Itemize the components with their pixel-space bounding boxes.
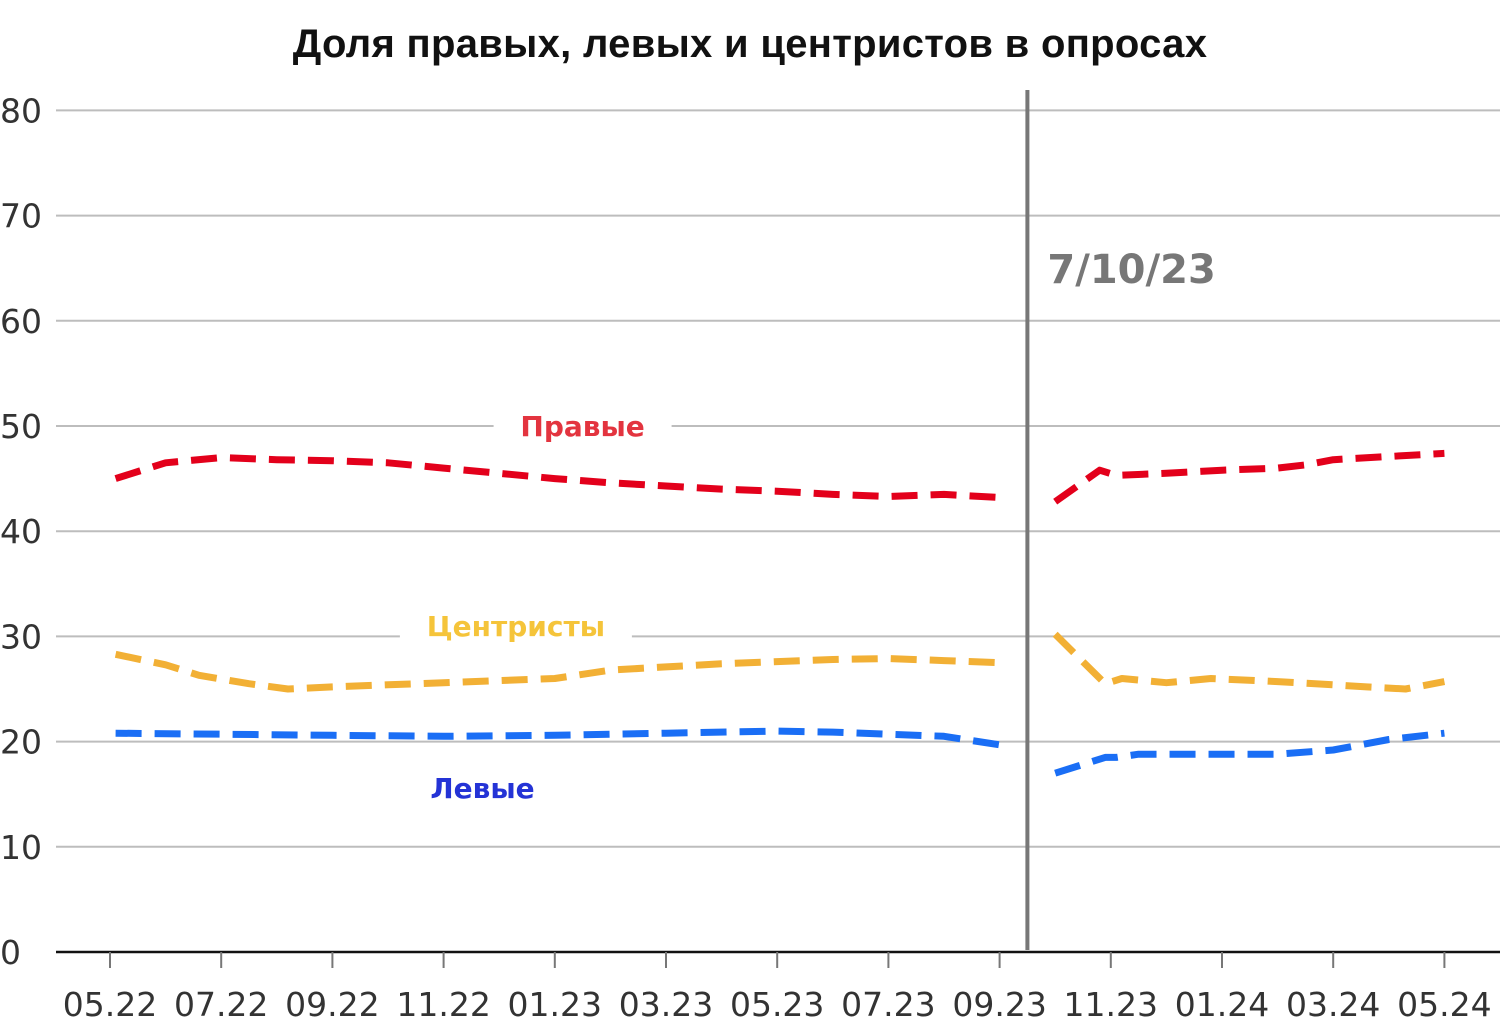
series-line	[1052, 631, 1446, 693]
series-line	[1053, 449, 1445, 505]
event-marker: 7/10/23	[1025, 90, 1216, 950]
y-tick-label: 0	[0, 933, 21, 972]
y-tick-label: 50	[0, 407, 42, 446]
x-tick-label: 05.22	[63, 985, 157, 1024]
x-tick-label: 03.23	[619, 985, 713, 1024]
x-tick-label: 11.22	[396, 985, 490, 1024]
x-tick-label: 09.22	[285, 985, 379, 1024]
x-tick-label: 03.24	[1286, 985, 1380, 1024]
y-axis-ticks: 0 10 20 30 40 50 60 70 80	[0, 91, 42, 972]
y-tick-label: 80	[0, 91, 42, 130]
x-tick-label: 09.23	[952, 985, 1046, 1024]
y-tick-label: 60	[0, 302, 42, 341]
series-line	[115, 727, 1001, 749]
series-label-backing	[402, 757, 563, 802]
series-label: Центристы	[427, 610, 605, 643]
series-label: Левые	[430, 772, 534, 805]
series-line	[114, 454, 1000, 501]
series-line	[114, 650, 1000, 693]
x-tick-label: 01.24	[1175, 985, 1269, 1024]
x-axis: 05.22 07.22 09.22 11.22 01.23 03.23 05.23 07.23…	[56, 950, 1500, 1024]
series-line	[1054, 729, 1445, 777]
event-label: 7/10/23	[1047, 247, 1215, 293]
y-tick-label: 70	[0, 197, 42, 236]
y-tick-label: 20	[0, 723, 42, 762]
x-tick-label: 07.23	[841, 985, 935, 1024]
y-tick-label: 30	[0, 617, 42, 656]
series-label-backing	[399, 595, 632, 640]
x-tick-label: 07.22	[174, 985, 268, 1024]
y-tick-label: 10	[0, 828, 42, 867]
series-label: Правые	[520, 410, 644, 443]
grid-lines	[56, 109, 1500, 848]
x-tick-label: 05.23	[730, 985, 824, 1024]
chart-title: Доля правых, левых и центристов в опроса…	[292, 22, 1208, 66]
y-tick-label: 40	[0, 512, 42, 551]
series-labels: Правые Центристы Левые	[399, 396, 672, 805]
series-lines	[114, 449, 1446, 777]
x-tick-label: 01.23	[508, 985, 602, 1024]
series-label-backing	[493, 396, 672, 440]
x-tick-label: 11.23	[1064, 985, 1158, 1024]
x-tick-label: 05.24	[1397, 985, 1491, 1024]
